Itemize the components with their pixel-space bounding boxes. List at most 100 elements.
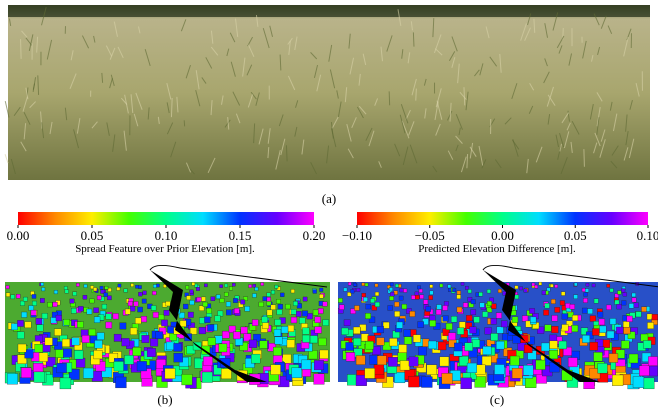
voxel	[234, 308, 239, 313]
caption: (c)	[490, 392, 504, 407]
voxel	[118, 284, 121, 287]
voxel	[491, 333, 498, 340]
voxel	[461, 282, 464, 285]
voxel	[365, 313, 371, 319]
voxel	[420, 295, 424, 299]
voxel	[323, 320, 329, 326]
voxel	[643, 378, 654, 389]
voxel	[77, 322, 83, 328]
voxel	[7, 374, 18, 385]
voxel	[35, 344, 43, 352]
tick-label: 0.20	[303, 228, 326, 243]
voxel	[53, 302, 58, 307]
voxel	[94, 308, 99, 313]
voxel	[599, 319, 605, 325]
voxel	[302, 335, 309, 342]
voxel	[632, 293, 636, 297]
voxel	[592, 329, 599, 336]
voxel	[186, 286, 189, 289]
voxel	[479, 292, 483, 296]
voxel	[590, 342, 598, 350]
voxel	[83, 368, 93, 378]
voxel	[560, 301, 565, 306]
voxel	[623, 327, 630, 334]
voxel	[388, 357, 397, 366]
voxel	[76, 358, 85, 367]
voxel	[196, 287, 199, 290]
tick-label: 0.00	[491, 228, 514, 243]
grass-blade	[584, 149, 585, 167]
grass-blade	[21, 39, 22, 59]
voxel	[366, 304, 371, 309]
voxel	[494, 365, 504, 375]
voxel	[410, 311, 415, 316]
voxel	[153, 285, 156, 288]
voxel	[220, 298, 224, 302]
voxel	[612, 375, 623, 386]
voxel	[584, 293, 588, 297]
voxel	[366, 341, 374, 349]
voxel	[409, 357, 418, 366]
voxel	[408, 376, 419, 387]
voxel	[418, 322, 424, 328]
voxel	[444, 301, 449, 306]
voxel	[267, 301, 272, 306]
voxel	[65, 290, 69, 294]
voxel	[37, 325, 44, 332]
voxel	[357, 288, 361, 292]
voxel	[130, 306, 135, 311]
voxel	[302, 311, 307, 316]
voxel	[341, 328, 348, 335]
voxel	[365, 368, 375, 378]
voxel	[389, 296, 393, 300]
voxel	[299, 318, 305, 324]
voxel	[390, 292, 394, 296]
voxel	[443, 316, 449, 322]
voxel	[512, 317, 518, 323]
voxel	[240, 300, 244, 304]
voxel	[151, 306, 156, 311]
voxel	[106, 322, 112, 328]
voxel	[249, 340, 257, 348]
voxel	[623, 321, 629, 327]
voxel	[570, 304, 575, 309]
voxel	[276, 299, 280, 303]
voxel	[394, 372, 405, 383]
voxel	[54, 290, 58, 294]
voxel	[233, 298, 237, 302]
voxel	[152, 291, 156, 295]
voxel	[370, 299, 374, 303]
voxel	[117, 287, 120, 290]
voxel	[23, 297, 27, 301]
voxel	[472, 340, 480, 348]
voxel	[42, 313, 48, 319]
voxel	[319, 294, 323, 298]
voxel	[362, 283, 365, 286]
voxel	[404, 337, 412, 345]
voxel	[374, 365, 384, 375]
tick-label: 0.10	[155, 228, 178, 243]
voxel	[17, 332, 24, 339]
voxel	[519, 287, 522, 290]
voxel	[487, 301, 492, 306]
voxel	[652, 314, 658, 320]
voxel	[51, 317, 57, 323]
voxel	[108, 288, 112, 292]
voxel	[512, 368, 522, 378]
voxel	[482, 312, 487, 317]
voxel	[165, 368, 175, 378]
voxel	[21, 312, 27, 318]
voxel	[590, 316, 596, 322]
voxel	[561, 292, 565, 296]
voxel	[31, 310, 36, 315]
voxel	[616, 327, 623, 334]
voxel	[542, 291, 546, 295]
voxel	[138, 307, 143, 312]
voxel	[377, 338, 385, 346]
voxel	[574, 283, 577, 286]
voxel	[64, 319, 70, 325]
voxel	[497, 327, 504, 334]
voxel	[350, 289, 354, 293]
voxel	[36, 318, 42, 324]
voxel	[135, 318, 141, 324]
